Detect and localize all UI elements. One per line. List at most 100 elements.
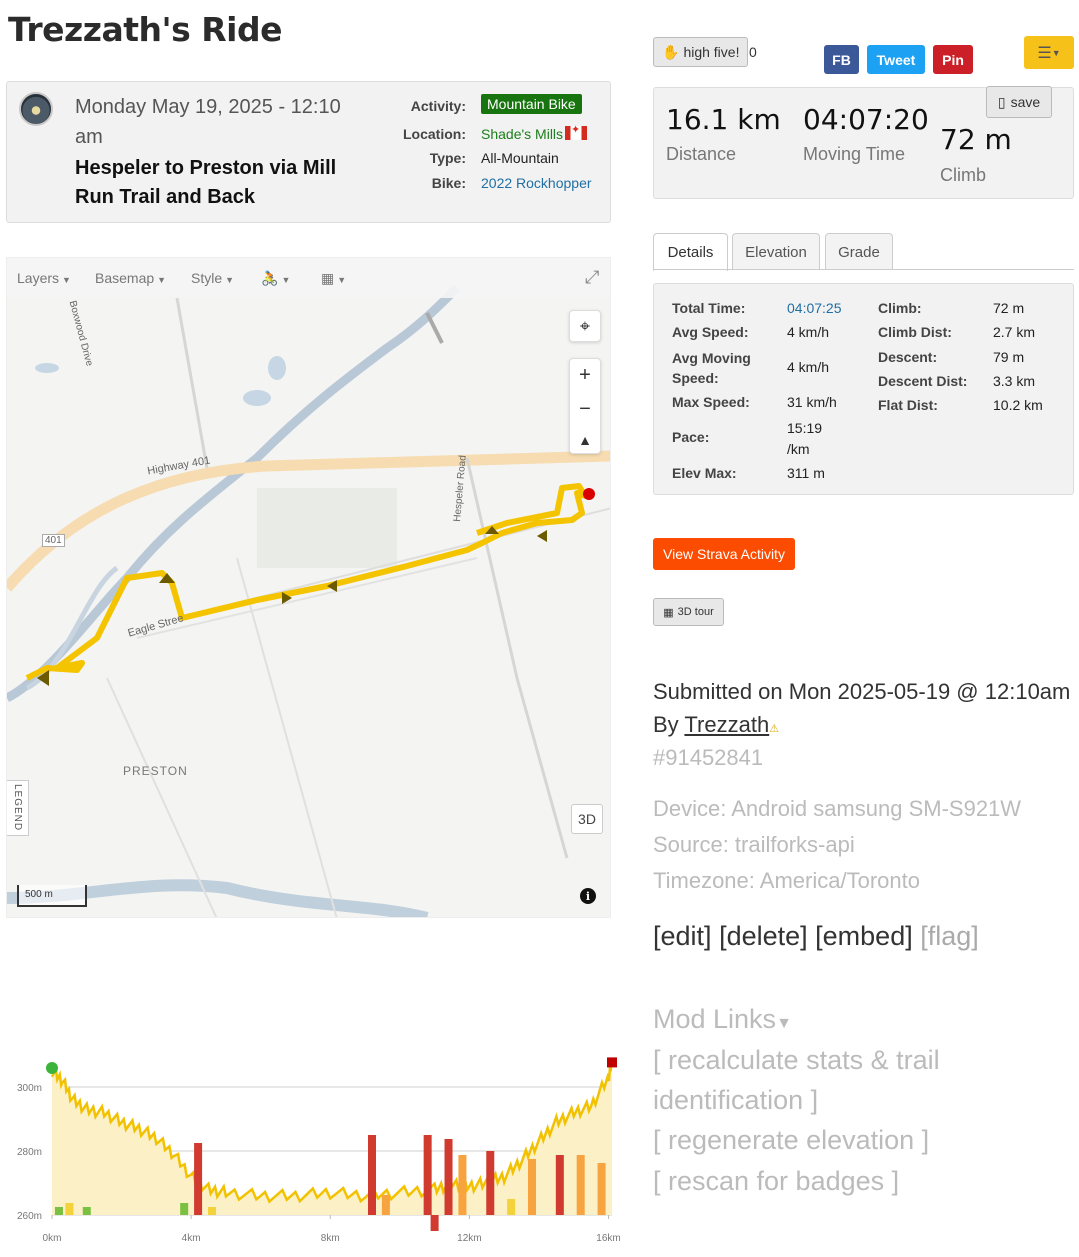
high-five-label: high five!	[683, 44, 740, 60]
detail-value: 79 m	[993, 349, 1025, 365]
map-canvas[interactable]	[7, 258, 611, 918]
canada-flag-icon	[565, 123, 588, 140]
detail-label: Avg Speed:	[672, 324, 749, 340]
end-marker	[607, 1057, 617, 1068]
detail-value: 10.2 km	[993, 397, 1043, 413]
zoom-in-icon[interactable]: +	[579, 364, 591, 387]
share-pin-button[interactable]: Pin	[933, 45, 973, 74]
regenerate-elevation-link[interactable]: [ regenerate elevation ]	[653, 1125, 930, 1155]
location-pin-icon[interactable]: ⌖	[569, 310, 601, 342]
grade-bar	[576, 1155, 585, 1215]
source-text: Source: trailforks-api	[653, 832, 855, 857]
avatar[interactable]	[19, 92, 53, 126]
action-links: [edit] [delete] [embed] [flag]	[653, 921, 979, 952]
edit-link[interactable]: [edit]	[653, 921, 712, 951]
distance-value: 16.1 km	[666, 103, 781, 136]
tab-elevation[interactable]: Elevation	[732, 233, 820, 270]
bike-layer-icon[interactable]: 🚴 ▼	[261, 270, 291, 286]
grade-bar	[423, 1135, 432, 1215]
activity-badge[interactable]: Mountain Bike	[481, 94, 582, 114]
stats-card: 16.1 km Distance 04:07:20 Moving Time 72…	[653, 87, 1074, 199]
moving-time-value: 04:07:20	[803, 103, 929, 136]
delete-link[interactable]: [delete]	[719, 921, 808, 951]
route-line	[25, 483, 588, 681]
layers-menu[interactable]: Layers ▼	[17, 270, 71, 286]
share-tweet-button[interactable]: Tweet	[867, 45, 925, 74]
detail-value: 04:07:25	[787, 300, 842, 316]
grade-bar	[208, 1207, 216, 1215]
compass-icon[interactable]: ▲	[578, 431, 592, 448]
device-text: Device: Android samsung SM-S921W	[653, 796, 1022, 821]
zoom-out-icon[interactable]: −	[579, 397, 591, 420]
map-icon: ▦	[663, 606, 674, 619]
detail-value: 4 km/h	[787, 324, 830, 340]
tab-grade[interactable]: Grade	[825, 233, 893, 270]
grade-bar	[82, 1207, 91, 1215]
detail-label: Elev Max:	[672, 465, 737, 481]
author-line: By Trezzath⚠	[653, 712, 780, 737]
bike-link[interactable]: 2022 Rockhopper	[481, 175, 592, 191]
author-link[interactable]: Trezzath	[684, 712, 770, 737]
submitted-text: Submitted on Mon 2025-05-19 @ 12:10am	[653, 679, 1071, 704]
activity-id: #91452841	[653, 745, 764, 770]
location-label: Location:	[403, 126, 466, 142]
share-facebook-button[interactable]: FB	[824, 45, 859, 74]
type-value: All-Mountain	[481, 150, 559, 166]
detail-label: Avg Moving Speed:	[672, 350, 751, 386]
detail-value: 4 km/h	[787, 359, 830, 375]
high-five-button[interactable]: ✋ high five!	[653, 37, 749, 67]
route-map[interactable]: Highway 401 401 Eagle Stree Hespeler Roa…	[6, 257, 611, 918]
tab-details[interactable]: Details	[653, 233, 728, 271]
zoom-controls: + − ▲	[569, 358, 601, 454]
grade-bar	[486, 1151, 495, 1215]
details-panel: Total Time: 04:07:25 Avg Speed: 4 km/h A…	[653, 283, 1074, 495]
list-menu-icon[interactable]: ☰ ▼	[1024, 36, 1074, 69]
ride-summary-card: Monday May 19, 2025 - 12:10 am Hespeler …	[6, 81, 611, 223]
climb-value: 72 m	[940, 123, 1012, 156]
recalculate-stats-link[interactable]: [ recalculate stats & trail	[653, 1045, 940, 1075]
grade-bar	[507, 1199, 516, 1215]
y-tick-label: 280m	[17, 1147, 42, 1158]
detail-label: Pace:	[672, 429, 710, 445]
style-menu[interactable]: Style ▼	[191, 270, 235, 286]
hand-icon: ✋	[662, 43, 680, 60]
caret-down-icon: ▼	[776, 1015, 792, 1032]
high-five-count: 0	[749, 44, 757, 60]
basemap-menu[interactable]: Basemap ▼	[95, 270, 167, 286]
flag-link[interactable]: [flag]	[920, 921, 979, 951]
mod-links-toggle[interactable]: Mod Links▼	[653, 1004, 792, 1034]
detail-label: Descent Dist:	[878, 373, 968, 389]
fullscreen-icon[interactable]: ⤢	[585, 267, 600, 287]
map-3d-button[interactable]: 3D	[571, 804, 603, 834]
grade-bar	[458, 1155, 467, 1215]
info-icon[interactable]: i	[580, 888, 596, 904]
embed-link[interactable]: [embed]	[815, 921, 913, 951]
map-type-icon[interactable]: ▦ ▼	[321, 270, 347, 286]
location-link[interactable]: Shade's Mills	[481, 126, 564, 142]
start-marker	[46, 1062, 58, 1074]
grade-bar	[528, 1159, 536, 1215]
save-button[interactable]: ▯ save	[986, 86, 1052, 118]
grade-bar	[368, 1135, 376, 1215]
3d-tour-button[interactable]: ▦ 3D tour	[653, 598, 724, 626]
grade-bar	[65, 1203, 74, 1215]
x-tick-label: 16km	[596, 1233, 620, 1244]
detail-value: 15:19 /km	[787, 420, 823, 457]
elevation-area	[52, 1059, 612, 1215]
recalculate-stats-link-cont[interactable]: identification ]	[653, 1085, 819, 1115]
detail-value: 2.7 km	[993, 324, 1036, 340]
timezone-text: Timezone: America/Toronto	[653, 868, 920, 893]
detail-value: 311 m	[787, 465, 825, 481]
legend-tab[interactable]: LEGEND	[7, 780, 29, 836]
grade-bar	[54, 1207, 63, 1215]
elevation-line	[50, 1059, 614, 1204]
rescan-badges-link[interactable]: [ rescan for badges ]	[653, 1166, 900, 1196]
y-tick-label: 260m	[17, 1211, 42, 1222]
view-strava-button[interactable]: View Strava Activity	[653, 538, 795, 570]
tabs-divider	[653, 269, 1074, 270]
page-title: Trezzath's Ride	[8, 10, 282, 49]
grade-bar	[430, 1215, 439, 1231]
finish-marker	[583, 488, 595, 500]
moving-time-label: Moving Time	[803, 144, 906, 164]
